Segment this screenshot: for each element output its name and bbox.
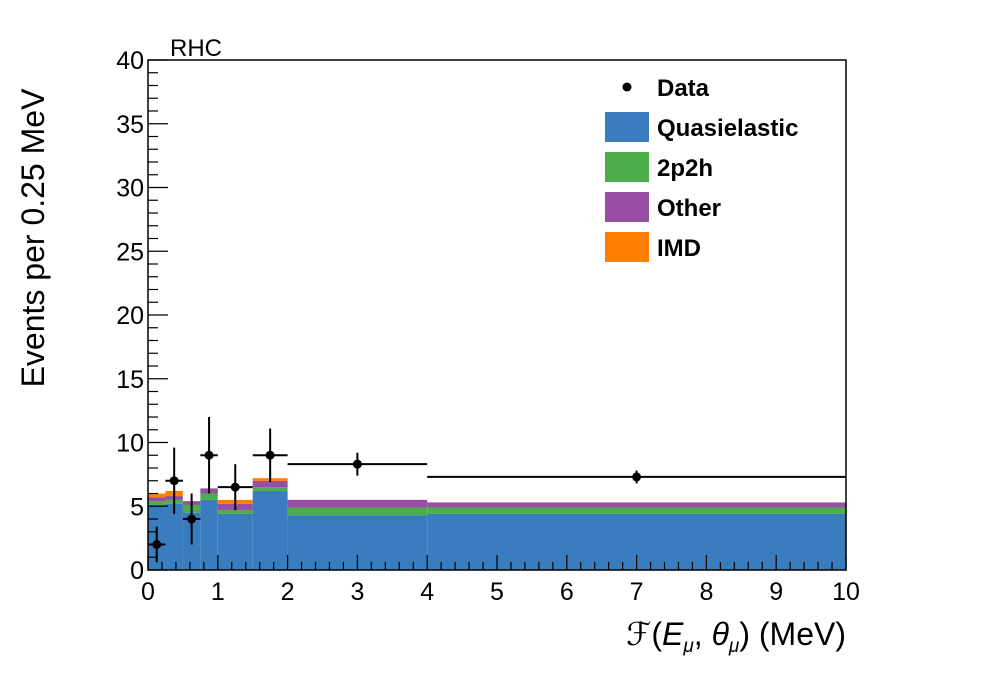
y-tick-label-5: 5 — [130, 493, 144, 521]
legend-swatch-other — [605, 192, 649, 222]
y-tick-label-15: 15 — [116, 366, 144, 394]
legend-label-imd: IMD — [657, 235, 701, 262]
bar-quasielastic-bin-5 — [252, 490, 288, 570]
y-axis-ticks — [148, 59, 168, 571]
data-point-5 — [265, 450, 275, 460]
legend-swatch-2p2h — [605, 152, 649, 182]
x-axis-title-sub-mu-1: μ — [682, 636, 694, 657]
legend-label-quasielastic: Quasielastic — [657, 115, 798, 142]
bar-quasielastic-bin-1 — [165, 503, 183, 570]
y-tick-label-10: 10 — [116, 430, 144, 458]
y-tick-label-20: 20 — [116, 302, 144, 330]
data-point-4 — [230, 482, 240, 492]
x-axis-title-sub-mu-2: μ — [728, 636, 740, 657]
x-tick-label-2: 2 — [281, 578, 295, 606]
y-tick-label-40: 40 — [116, 47, 144, 75]
bar-2p2h-bin-3 — [200, 493, 218, 500]
bar-imd-bin-0 — [148, 493, 166, 498]
data-point-6 — [352, 459, 362, 469]
legend-label-data: Data — [657, 75, 710, 102]
data-point-2 — [187, 514, 197, 524]
bar-2p2h-bin-7 — [427, 507, 846, 514]
x-tick-label-5: 5 — [490, 578, 504, 606]
legend-swatch-quasielastic — [605, 112, 649, 142]
bar-other-bin-7 — [427, 502, 846, 508]
y-tick-label-25: 25 — [116, 238, 144, 266]
x-axis-title-units: (MeV) — [759, 616, 846, 652]
y-tick-label-35: 35 — [116, 111, 144, 139]
x-axis-tick-labels: 0 1 2 3 4 5 6 7 8 9 10 — [141, 578, 860, 606]
data-point-7 — [632, 472, 642, 482]
bar-2p2h-bin-5 — [252, 487, 288, 491]
x-tick-label-3: 3 — [350, 578, 364, 606]
x-tick-label-1: 1 — [211, 578, 225, 606]
x-tick-label-4: 4 — [420, 578, 434, 606]
bar-quasielastic-bin-3 — [200, 499, 218, 570]
bar-2p2h-bin-6 — [287, 507, 428, 516]
y-tick-label-0: 0 — [130, 557, 144, 585]
x-tick-label-6: 6 — [560, 578, 574, 606]
bar-2p2h-bin-0 — [148, 501, 166, 505]
bar-quasielastic-bin-4 — [217, 513, 253, 570]
bar-other-bin-5 — [252, 480, 288, 488]
annotation-rhc: RHC — [170, 35, 222, 62]
y-axis-title: Events per 0.25 MeV — [15, 88, 51, 387]
bar-other-bin-0 — [148, 497, 166, 502]
data-point-3 — [204, 450, 214, 460]
legend: Data Quasielastic 2p2h Other IMD — [605, 75, 798, 262]
bar-2p2h-bin-4 — [217, 510, 253, 514]
x-axis-ticks — [147, 555, 847, 570]
y-axis-tick-labels: 0 5 10 15 20 25 30 35 40 — [116, 47, 144, 585]
x-tick-label-10: 10 — [832, 578, 860, 606]
legend-swatch-imd — [605, 232, 649, 262]
data-points — [148, 417, 846, 563]
x-axis-title-var-theta: θ — [712, 616, 730, 652]
y-tick-label-30: 30 — [116, 175, 144, 203]
bar-other-bin-6 — [287, 499, 428, 508]
x-axis-title-var-e: E — [662, 616, 684, 652]
x-axis-title: ℱ(Eμ, θμ) (MeV) — [626, 616, 846, 657]
x-axis-title-prefix: ℱ( — [626, 616, 662, 652]
x-tick-label-8: 8 — [699, 578, 713, 606]
legend-label-other: Other — [657, 195, 721, 222]
x-tick-label-9: 9 — [769, 578, 783, 606]
data-point-1 — [169, 476, 179, 486]
x-tick-label-0: 0 — [141, 578, 155, 606]
legend-marker-data — [622, 82, 632, 92]
x-tick-label-7: 7 — [630, 578, 644, 606]
legend-label-2p2h: 2p2h — [657, 155, 713, 182]
